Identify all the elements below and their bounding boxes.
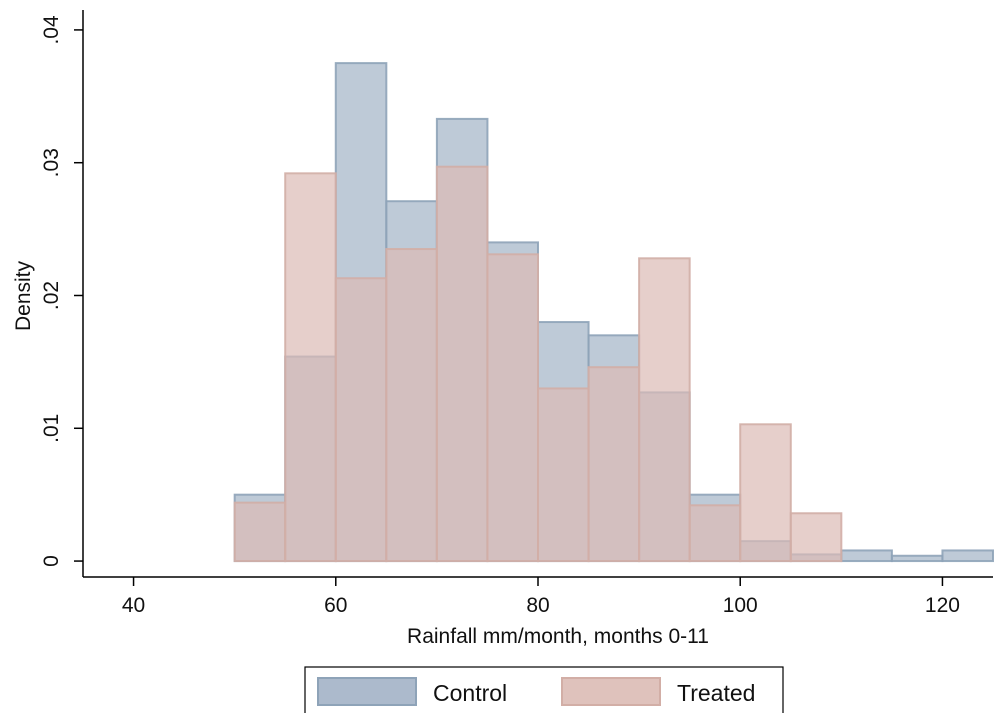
bar-treated-60 [334,277,388,563]
bar-treated-80 [537,387,590,563]
bar-treated-100 [739,423,792,563]
histogram-bars [233,62,995,563]
bar-treated-90 [638,257,691,563]
y-axis-title: Density [12,260,35,331]
bar-treated-85 [587,366,641,563]
x-tick-label-100: 100 [723,594,758,617]
y-tick-label-2: .02 [40,281,63,310]
bar-treated-55 [284,172,337,563]
y-tick-label-1: .01 [40,414,63,443]
bar-treated-50 [233,501,287,563]
bar-control-110 [840,549,893,563]
bar-treated-65 [385,248,438,563]
legend-key-control [317,677,417,706]
bar-treated-70 [435,165,489,563]
y-tick-label-3: .03 [40,148,63,177]
bar-treated-75 [486,253,540,563]
bar-treated-95 [688,504,742,563]
bar-control-115 [890,554,944,563]
x-tick-label-60: 60 [324,594,347,617]
x-tick-label-80: 80 [526,594,549,617]
x-tick-label-40: 40 [122,594,145,617]
legend: Control Treated [304,666,784,713]
y-tick-label-0: 0 [40,555,63,567]
y-tick-label-4: .04 [40,15,63,45]
legend-label-control: Control [433,680,507,706]
x-axis-ticks: 40 60 80 100 120 [122,577,960,617]
x-axis-title: Rainfall mm/month, months 0-11 [407,625,709,648]
legend-key-treated [561,677,661,706]
legend-label-treated: Treated [677,680,755,706]
x-tick-label-120: 120 [925,594,960,617]
bar-control-120 [941,549,995,563]
bar-treated-105 [789,512,843,563]
y-axis-ticks: 0 .01 .02 .03 .04 [40,15,83,567]
legend-items: Control Treated [317,677,755,706]
